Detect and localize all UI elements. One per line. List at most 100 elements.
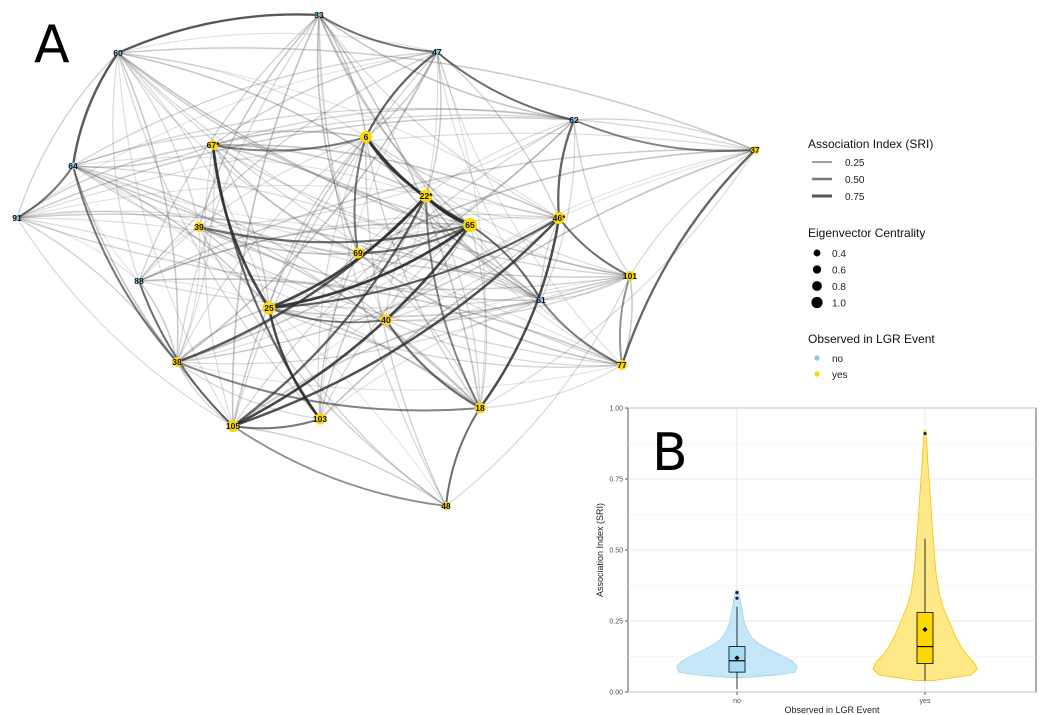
node-marker [433,48,441,56]
network-edge [198,226,481,409]
node-marker [136,278,142,284]
network-edge [469,224,488,409]
network-edge [16,217,140,282]
network-edge [138,226,200,282]
node-marker [571,117,577,123]
color-legend-swatch [814,355,820,361]
color-legend-title: Observed in LGR Event [808,332,935,346]
network-edge [318,14,447,507]
network-edge [117,52,200,228]
node-label: 91 [12,213,22,223]
size-legend-swatch [812,281,822,291]
node-label: 77 [617,360,627,370]
network-node-65: 65 [463,218,477,232]
network-node-88: 88 [134,276,144,286]
network-edge [72,165,447,507]
network-edge [72,165,359,254]
network-edge [138,278,623,366]
node-marker [537,296,545,304]
node-label: 67* [207,140,220,150]
network-edge [319,252,359,420]
network-node-67: 67* [207,140,220,150]
network-edge-strong [618,275,631,366]
network-node-64: 64 [68,161,78,171]
network-edge [318,14,575,121]
network-node-46: 46* [553,212,566,224]
size-legend-swatch [812,265,822,274]
network-edge [117,52,542,301]
node-label: 101 [623,271,637,281]
box-mean-marker [922,626,928,633]
network-edge-strong [16,165,74,219]
network-edge [117,52,427,197]
node-label: 22* [420,191,433,201]
node-label: 37 [750,145,760,155]
network-edge-strong [268,307,387,324]
network-edge [198,119,575,228]
network-edge [72,165,542,301]
node-label: 64 [68,161,78,171]
node-label: 48 [441,501,451,511]
node-marker [69,162,77,170]
network-edge [138,51,438,282]
network-edge-strong [232,217,560,428]
network-edge [268,307,623,368]
network-node-69: 69 [352,247,364,259]
network-edge [176,226,201,363]
network-edge [436,51,560,219]
network-edge [176,51,438,363]
node-label: 18 [475,403,485,413]
network-edge-strong [573,119,756,153]
network-edge [385,319,623,367]
node-marker [442,502,450,510]
network-edge [117,52,560,219]
network-edge [232,51,438,427]
node-marker [208,140,218,150]
node-label: 62 [569,115,579,125]
node-marker [316,12,322,18]
network-edge [232,425,447,507]
node-marker [553,212,565,224]
network-edge [16,217,234,427]
size-legend-title: Eigenvector Centrality [808,226,925,240]
network-edge [16,184,560,219]
node-marker [419,189,433,203]
node-marker [474,402,486,414]
network-edge-strong [436,51,575,122]
network-edge-strong [620,149,756,366]
network-nodes: 33 47 60 62 64 91 88 61 6 67* 37 22* 65 46* 39 69 101 25 4… [12,10,760,511]
network-edge [268,136,367,309]
violin-series-no [676,589,798,690]
network-edge [72,156,427,197]
network-edge [318,14,471,226]
network-edge [232,119,575,427]
network-edge-strong [364,51,438,138]
x-tick-label: yes [920,698,931,705]
network-edge-strong [268,217,560,310]
network-edge [138,136,367,282]
network-edge [268,307,447,507]
network-edge [365,136,560,219]
network-edge [16,217,178,363]
network-edge [72,51,438,167]
node-label: 88 [134,276,144,286]
network-edge [479,364,623,409]
network-edge [425,195,481,409]
network-edge [117,52,179,363]
network-node-40: 40 [380,314,392,326]
node-marker [227,420,239,432]
network-edge-strong [425,195,481,409]
network-node-48: 48 [441,501,451,511]
network-node-38: 38 [172,357,182,367]
network-edge [198,14,320,228]
node-label: 47 [432,47,442,57]
network-edge [176,361,623,391]
node-label: 39 [194,222,204,232]
network-edge [212,143,560,219]
network-edge [198,226,447,507]
network-node-22: 22* [419,189,433,203]
network-edge-strong [478,217,561,409]
node-marker [751,146,759,154]
network-edge [16,51,438,219]
network-legend: Association Index (SRI) 0.25 0.50 0.75 Eig… [808,137,935,381]
